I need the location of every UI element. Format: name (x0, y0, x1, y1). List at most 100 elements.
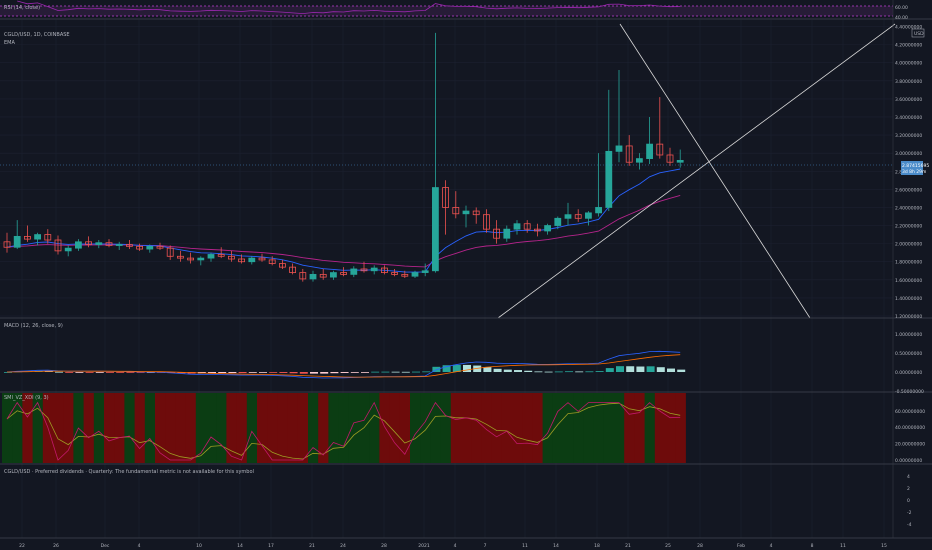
macd-tick-label: -0.50000000 (895, 389, 924, 395)
macd-histogram-bar (238, 372, 247, 374)
ascending-trendline (497, 23, 896, 319)
macd-histogram-bar (656, 367, 665, 372)
candle-body (95, 242, 103, 245)
price-tick-label: 1.80000000 (895, 260, 922, 266)
price-tick-label: 1.40000000 (895, 296, 922, 302)
time-tick-label: 11 (522, 543, 528, 549)
time-tick-label: 21 (309, 543, 315, 549)
stoch-state-band (420, 393, 431, 463)
candle-body (462, 210, 470, 215)
macd-histogram-bar (248, 372, 257, 373)
stoch-state-band (583, 393, 595, 463)
stoch-state-band (532, 393, 544, 463)
stoch-state-band (440, 393, 452, 463)
time-tick-label: 11 (840, 543, 846, 549)
macd-tick-label: 0.00000000 (895, 370, 922, 376)
price-tick-label: 3.00000000 (895, 151, 922, 157)
time-tick-label: 21 (625, 543, 631, 549)
candle-body (13, 235, 21, 248)
currency-badge[interactable]: USD (914, 31, 924, 37)
candle-body (207, 254, 215, 259)
stoch-state-band (216, 393, 227, 463)
stoch-state-band (369, 393, 380, 463)
current-price: 2.87415695 (902, 163, 929, 169)
stoch-state-band (318, 393, 329, 463)
stoch-state-band (93, 393, 105, 463)
macd-histogram-bar (514, 370, 522, 372)
candle-body (319, 273, 327, 278)
stoch-state-band (501, 393, 513, 463)
price-pane[interactable] (0, 23, 896, 319)
macd-histogram-bar (361, 372, 369, 373)
stoch-state-band (185, 393, 197, 463)
macd-histogram-bar (605, 368, 614, 372)
candle-body (248, 257, 256, 263)
candle-body (136, 245, 144, 250)
dividends-label: CGLD/USD · Preferred dividends · Quarter… (4, 469, 254, 475)
price-tick-label: 3.20000000 (895, 133, 922, 139)
stoch-state-band (481, 393, 493, 463)
dividends-tick-label: 0 (907, 498, 910, 504)
candle-body (431, 187, 439, 272)
candle-body (23, 235, 31, 240)
stoch-label: SMI_VZ_XDI (9, 3) (4, 395, 49, 401)
candle-body (411, 272, 419, 277)
candle-body (391, 272, 399, 275)
stoch-tick-label: 60.00000000 (895, 409, 925, 415)
macd-histogram-bar (55, 371, 63, 373)
macd-histogram-bar (95, 372, 104, 373)
stoch-state-band (2, 393, 13, 463)
macd-tick-label: 0.50000000 (895, 351, 922, 357)
stoch-state-band (257, 393, 268, 463)
symbol-label: CGLD/USD, 1D, COINBASE (4, 32, 70, 38)
candle-body (34, 234, 41, 240)
time-tick-label: 17 (268, 543, 274, 549)
rsi-band-fill (0, 6, 893, 16)
stoch-state-band (297, 393, 309, 463)
candle-body (676, 160, 684, 163)
macd-histogram-bar (218, 372, 227, 374)
stoch-state-band (491, 393, 503, 463)
candle-body (115, 244, 123, 246)
stoch-state-band (644, 393, 656, 463)
macd-histogram-bar (667, 368, 675, 372)
macd-histogram-bar (106, 372, 114, 373)
macd-histogram-bar (371, 371, 380, 373)
dividends-tick-label: -2 (907, 510, 912, 516)
macd-histogram-bar (565, 371, 573, 373)
stoch-state-band (348, 393, 360, 463)
candle-body (197, 257, 205, 261)
current-price-box (901, 161, 923, 175)
macd-histogram-bar (452, 364, 461, 372)
time-tick-label: Feb (737, 543, 745, 549)
candle-body (574, 214, 582, 219)
candle-body (258, 257, 266, 261)
stoch-state-band (83, 393, 95, 463)
stoch-state-band (471, 393, 482, 463)
stoch-state-band (287, 393, 299, 463)
macd-histogram-bar (391, 371, 400, 373)
price-tick-label: 4.40000000 (895, 25, 922, 31)
macd-histogram-bar (85, 372, 94, 373)
macd-histogram-bar (401, 371, 410, 373)
macd-histogram-bar (412, 371, 420, 373)
stoch-state-band (450, 393, 462, 463)
candle-body (544, 225, 551, 232)
macd-histogram-bar (116, 372, 125, 373)
macd-histogram-bar (4, 372, 12, 373)
candle-body (380, 267, 388, 273)
price-tick-label: 1.20000000 (895, 314, 922, 320)
stoch-state-band (155, 393, 166, 463)
currency-badge-box[interactable] (911, 28, 925, 38)
macd-histogram-bar (575, 371, 584, 373)
stoch-state-band (654, 393, 666, 463)
stoch-state-band (614, 393, 625, 463)
candle-body (442, 187, 450, 208)
candle-body (187, 257, 195, 261)
stoch-tick-label: 0.00000000 (895, 458, 922, 464)
macd-histogram-bar (636, 366, 645, 372)
ema-label: EMA (4, 40, 15, 46)
stoch-state-band (389, 393, 401, 463)
